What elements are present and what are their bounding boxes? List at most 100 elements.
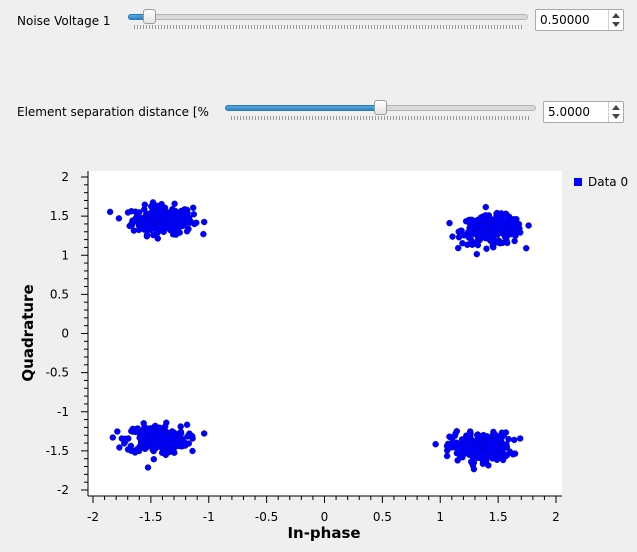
data-point (483, 245, 490, 252)
x-axis-ticks: -2 -1.5 -1 -0.5 0 0.5 1 1.5 2 (87, 496, 560, 524)
noise-voltage-spinbox[interactable]: 0.50000 (535, 9, 624, 31)
data-point (511, 237, 518, 245)
slider-handle[interactable] (374, 100, 387, 115)
data-point (449, 233, 456, 240)
data-point (505, 213, 513, 220)
data-point (133, 214, 140, 221)
data-point (443, 452, 451, 460)
spin-down-arrow-icon[interactable] (612, 22, 620, 27)
element-separation-spinbox[interactable]: 5.0000 (543, 101, 624, 123)
data-point (132, 208, 139, 215)
data-point (469, 218, 476, 226)
x-tick-label: 1 (436, 510, 444, 524)
data-point (129, 219, 136, 226)
data-point (465, 438, 472, 445)
data-point (156, 206, 163, 213)
data-point (163, 419, 170, 426)
data-point (480, 229, 487, 237)
data-point (503, 452, 511, 459)
data-point (160, 210, 167, 217)
data-point (158, 449, 166, 456)
data-point (469, 462, 477, 469)
data-point (131, 449, 139, 456)
data-point (495, 433, 502, 441)
data-point (451, 432, 459, 439)
data-point (503, 234, 510, 241)
x-tick-label: 2 (552, 510, 560, 524)
data-point (523, 244, 530, 252)
data-point (141, 201, 149, 208)
data-point (167, 434, 174, 441)
data-point (508, 230, 516, 238)
data-point (460, 232, 468, 239)
data-point (500, 432, 507, 439)
data-point (496, 444, 503, 451)
data-point (116, 444, 123, 451)
spinbox-arrows (608, 102, 623, 122)
spin-up-arrow-icon[interactable] (612, 13, 620, 18)
data-point (156, 430, 164, 437)
x-tick-label: 0 (321, 510, 329, 524)
data-point (495, 239, 502, 246)
data-point (467, 236, 475, 243)
data-point (106, 208, 114, 216)
data-point (175, 211, 182, 219)
data-point (482, 203, 489, 211)
data-point (494, 454, 501, 461)
data-point (179, 440, 187, 448)
y-axis-label: Quadrature (19, 284, 37, 381)
data-point (482, 458, 490, 465)
data-point (467, 431, 474, 438)
slider-ticks (134, 25, 522, 29)
y-tick-label: -1 (57, 405, 69, 419)
data-point (473, 441, 480, 448)
data-point (455, 228, 462, 235)
data-point (144, 464, 152, 471)
x-tick-label: 0.5 (373, 510, 392, 524)
spinbox-arrows (608, 10, 623, 30)
data-point (490, 244, 497, 251)
y-axis-ticks: 2 1.5 1 0.5 0 -0.5 -1 -1.5 -2 (46, 170, 88, 497)
data-point (164, 440, 171, 447)
data-point (183, 228, 191, 235)
data-point (190, 211, 198, 218)
spin-up-arrow-icon[interactable] (612, 105, 620, 110)
data-point (177, 423, 184, 430)
slider-ticks (231, 116, 530, 120)
data-point (200, 230, 207, 238)
data-point (172, 225, 179, 232)
element-separation-value[interactable]: 5.0000 (548, 105, 590, 119)
data-point (453, 450, 460, 457)
data-point (446, 219, 453, 227)
data-point (124, 209, 132, 216)
legend-label: Data 0 (588, 175, 628, 189)
data-point (165, 219, 172, 227)
y-tick-label: -0.5 (46, 366, 69, 380)
data-point (146, 223, 153, 230)
data-point (146, 428, 154, 435)
x-tick-label: 1.5 (489, 510, 508, 524)
y-tick-label: -2 (57, 483, 69, 497)
data-point (487, 447, 494, 454)
spin-down-arrow-icon[interactable] (612, 114, 620, 119)
slider-handle[interactable] (143, 9, 156, 24)
data-point (495, 229, 502, 237)
y-tick-label: 1 (61, 248, 69, 262)
data-point (479, 216, 487, 223)
legend-swatch (574, 178, 582, 186)
data-point (455, 244, 462, 252)
y-tick-label: 2 (61, 170, 69, 184)
data-point (502, 444, 509, 451)
data-point (193, 219, 200, 227)
element-separation-slider[interactable] (225, 100, 536, 121)
noise-voltage-value[interactable]: 0.50000 (540, 13, 590, 27)
x-tick-label: -1.5 (139, 510, 162, 524)
data-point (159, 435, 167, 442)
data-point (200, 218, 208, 226)
data-point (143, 233, 151, 240)
noise-voltage-slider[interactable] (128, 9, 528, 30)
data-point (189, 447, 196, 455)
data-point (487, 234, 494, 241)
data-point (472, 229, 479, 237)
